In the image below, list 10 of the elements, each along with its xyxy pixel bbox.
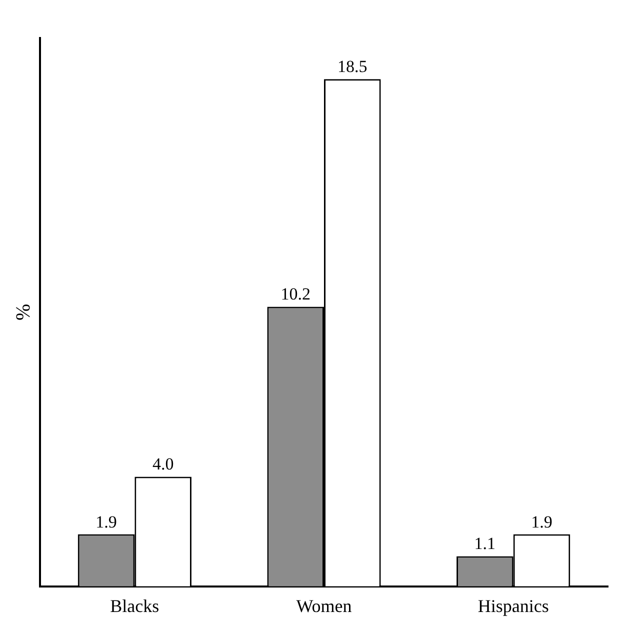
data-label: 18.5 [338,57,368,76]
data-label: 1.9 [531,512,552,532]
x-tick-label: Women [296,596,352,616]
y-axis-title: % [12,304,34,321]
data-label: 1.9 [96,512,117,532]
data-label: 10.2 [280,284,310,304]
x-tick-label: Hispanics [478,596,549,616]
x-tick-label: Blacks [110,596,160,616]
data-label: 4.0 [152,454,174,474]
data-label: 1.1 [474,534,496,554]
